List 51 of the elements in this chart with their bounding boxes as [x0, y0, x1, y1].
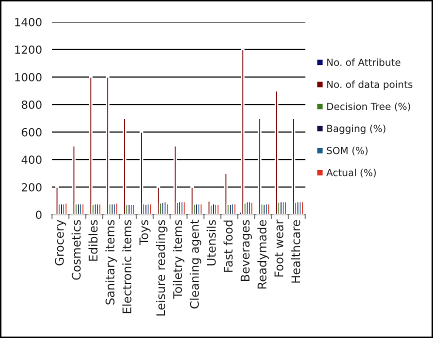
legend-label: No. of Attribute	[327, 58, 400, 66]
legend-label: Bagging (%)	[327, 124, 386, 134]
bar	[88, 76, 93, 215]
y-tick-label: 1400	[15, 18, 42, 26]
bar	[72, 145, 76, 215]
bar	[240, 48, 245, 215]
bar	[258, 118, 262, 215]
y-tick-label: 400	[22, 156, 42, 164]
x-tick-label: Beverages	[240, 220, 252, 281]
bar	[292, 118, 296, 215]
x-tick-label: Sanitary items	[105, 220, 117, 304]
bar	[224, 172, 228, 215]
legend-label: Decision Tree (%)	[327, 102, 410, 112]
x-tick-label: Grocery	[54, 220, 66, 266]
x-tick-label: Foot wear	[274, 219, 284, 277]
legend-label: SOM (%)	[326, 146, 368, 156]
bar	[216, 204, 220, 215]
bar	[114, 202, 119, 215]
x-tick-label: Cosmetics	[72, 220, 81, 280]
y-tick-label: 1200	[15, 45, 42, 54]
legend-label: Actual (%)	[326, 168, 376, 178]
x-tick-label: Toiletry items	[172, 220, 184, 299]
bar	[148, 202, 152, 215]
y-tick-label: 600	[22, 128, 42, 136]
x-tick-label: Leisure readings	[156, 220, 168, 316]
x-tick-label: Toys	[139, 220, 151, 246]
y-tick-label: 0	[36, 210, 42, 220]
x-tick-label: Utensils	[206, 220, 216, 266]
legend-label: No. of data points	[327, 80, 412, 90]
bar	[81, 202, 85, 215]
bar	[166, 202, 170, 215]
bar	[274, 90, 278, 215]
x-tick-label: Electronic items	[122, 220, 132, 314]
x-tick-label: Readymade	[257, 220, 269, 288]
bar	[233, 202, 237, 215]
y-tick-label: 200	[22, 183, 42, 192]
y-tick-label: 1000	[15, 72, 42, 82]
bar	[98, 202, 102, 215]
bar	[300, 200, 304, 215]
x-tick-label: Cleaning agent	[190, 220, 202, 308]
bar	[122, 118, 126, 215]
x-tick-label: Healthcare	[291, 220, 300, 283]
bar	[140, 131, 144, 215]
x-tick-label: Fast food	[224, 220, 233, 272]
y-tick-label: 800	[22, 100, 42, 109]
bar	[182, 200, 186, 215]
x-tick-label: Edibles	[88, 220, 98, 261]
bar	[250, 202, 254, 215]
bar	[106, 76, 110, 215]
bar	[64, 202, 68, 215]
bar	[55, 186, 59, 215]
